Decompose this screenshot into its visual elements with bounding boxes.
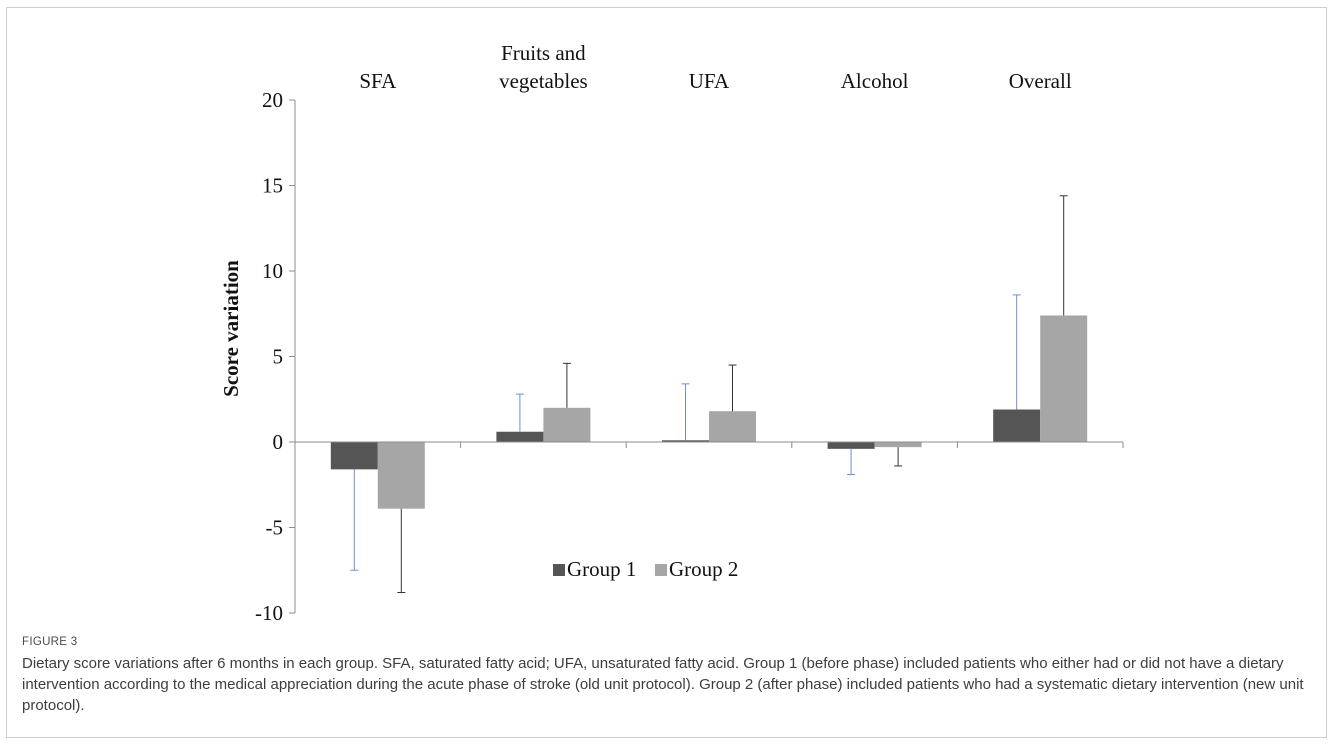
bar-group-1: [827, 442, 875, 449]
bar-group-1: [993, 409, 1041, 442]
category-label: Overall: [1009, 69, 1072, 93]
bar-group-2: [377, 442, 425, 509]
bar-group-1: [496, 431, 544, 442]
y-tick-label: -10: [255, 601, 283, 625]
figure-caption-text: Dietary score variations after 6 months …: [22, 655, 1304, 714]
bar-group-1: [330, 442, 378, 470]
figure-caption: FIGURE 3 Dietary score variations after …: [22, 636, 1312, 716]
y-tick-label: -5: [266, 516, 284, 540]
figure-label: FIGURE 3: [22, 636, 78, 648]
y-tick-label: 0: [273, 430, 284, 454]
bar-group-2: [709, 411, 756, 442]
bar-group-1: [662, 440, 709, 442]
category-label: vegetables: [499, 69, 588, 93]
dietary-score-bar-chart: -10 -5 0 5 10 15 20 Score variation SFA Fruits an…: [219, 41, 1124, 625]
category-label: SFA: [359, 69, 397, 93]
bar-group-2: [874, 442, 922, 448]
figure-frame: [6, 7, 1327, 738]
y-tick-label: 20: [262, 88, 283, 112]
legend-label: Group 1: [567, 557, 636, 581]
y-axis-title: Score variation: [219, 260, 243, 397]
legend-label: Group 2: [669, 557, 738, 581]
y-tick-label: 5: [273, 345, 284, 369]
legend-swatch: [553, 564, 565, 576]
category-label: UFA: [689, 69, 730, 93]
bar-group-2: [543, 407, 591, 442]
y-tick-label: 10: [262, 259, 283, 283]
y-tick-label: 15: [262, 174, 283, 198]
category-label: Fruits and: [501, 41, 586, 65]
legend-swatch: [655, 564, 667, 576]
bar-group-2: [1040, 315, 1088, 442]
category-label: Alcohol: [841, 69, 909, 93]
